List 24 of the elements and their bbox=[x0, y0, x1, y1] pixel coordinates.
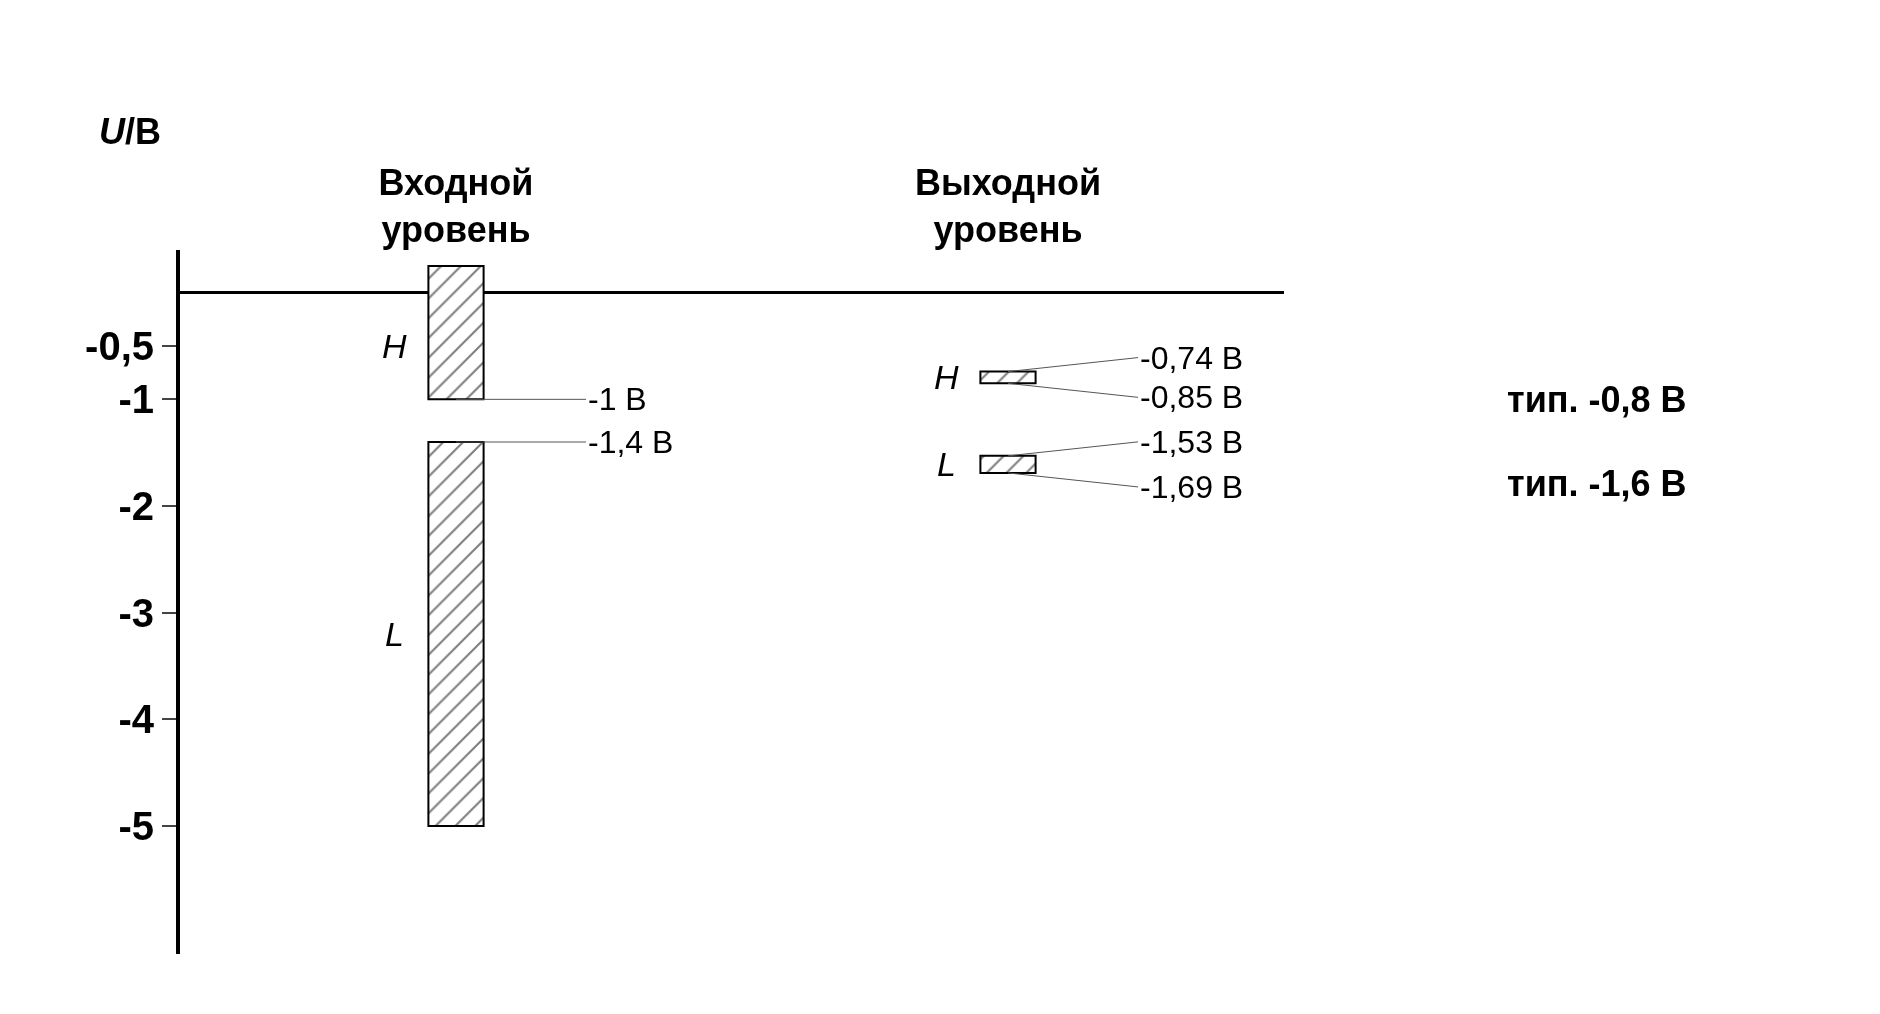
bar bbox=[427, 441, 485, 827]
y-tick-label: -0,5 bbox=[85, 324, 154, 368]
annotation: -0,85 В bbox=[1140, 379, 1244, 415]
x-tick-label: Входной уровень bbox=[378, 162, 534, 250]
text: H bbox=[934, 358, 959, 396]
annotation: -1,69 В bbox=[1140, 469, 1244, 505]
annotation: -0,74 В bbox=[1140, 340, 1244, 376]
text: тип. -0,8 В bbox=[1507, 379, 1687, 420]
x-tick-label: Выходной уровень bbox=[914, 162, 1102, 250]
text: тип. -1,6 В bbox=[1507, 463, 1687, 504]
series-label: H bbox=[382, 327, 407, 365]
y-tick-label: -5 bbox=[118, 804, 154, 848]
y-tick-label: -1 bbox=[118, 377, 154, 422]
y-tick-label: -3 bbox=[118, 590, 154, 635]
y-axis-title: U/В bbox=[99, 111, 161, 152]
y-tick-label: -4 bbox=[118, 697, 155, 742]
annotation: -1,4 В bbox=[588, 424, 674, 460]
y-tick-label: -2 bbox=[118, 484, 154, 528]
bar bbox=[979, 454, 1037, 474]
series-label: L bbox=[385, 615, 404, 653]
bar bbox=[979, 370, 1037, 385]
annotation: -1 В bbox=[588, 381, 647, 417]
text: L bbox=[937, 445, 956, 483]
annotation: -1,53 В bbox=[1140, 424, 1244, 460]
